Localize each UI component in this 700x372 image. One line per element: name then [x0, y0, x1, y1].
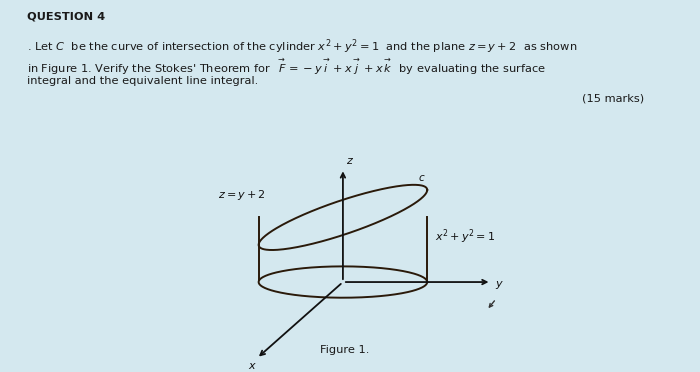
Text: Figure 1.: Figure 1. [320, 344, 370, 355]
Text: integral and the equivalent line integral.: integral and the equivalent line integra… [27, 76, 258, 86]
Text: z: z [346, 155, 351, 166]
Text: QUESTION 4: QUESTION 4 [27, 12, 105, 22]
Text: in Figure 1. Verify the Stokes' Theorem for  $\overset{\rightarrow}{F}= -y\overs: in Figure 1. Verify the Stokes' Theorem … [27, 57, 545, 77]
Text: . Let $\mathit{C}$  be the curve of intersection of the cylinder $x^2 +y^2 =1$  : . Let $\mathit{C}$ be the curve of inter… [27, 37, 577, 56]
Text: (15 marks): (15 marks) [582, 93, 644, 103]
Text: x: x [248, 361, 256, 371]
Text: y: y [495, 279, 502, 289]
Text: $x^2 +y^2 =1$: $x^2 +y^2 =1$ [435, 228, 495, 246]
Text: $z = y+2$: $z = y+2$ [218, 188, 266, 202]
Text: $c$: $c$ [418, 173, 426, 183]
